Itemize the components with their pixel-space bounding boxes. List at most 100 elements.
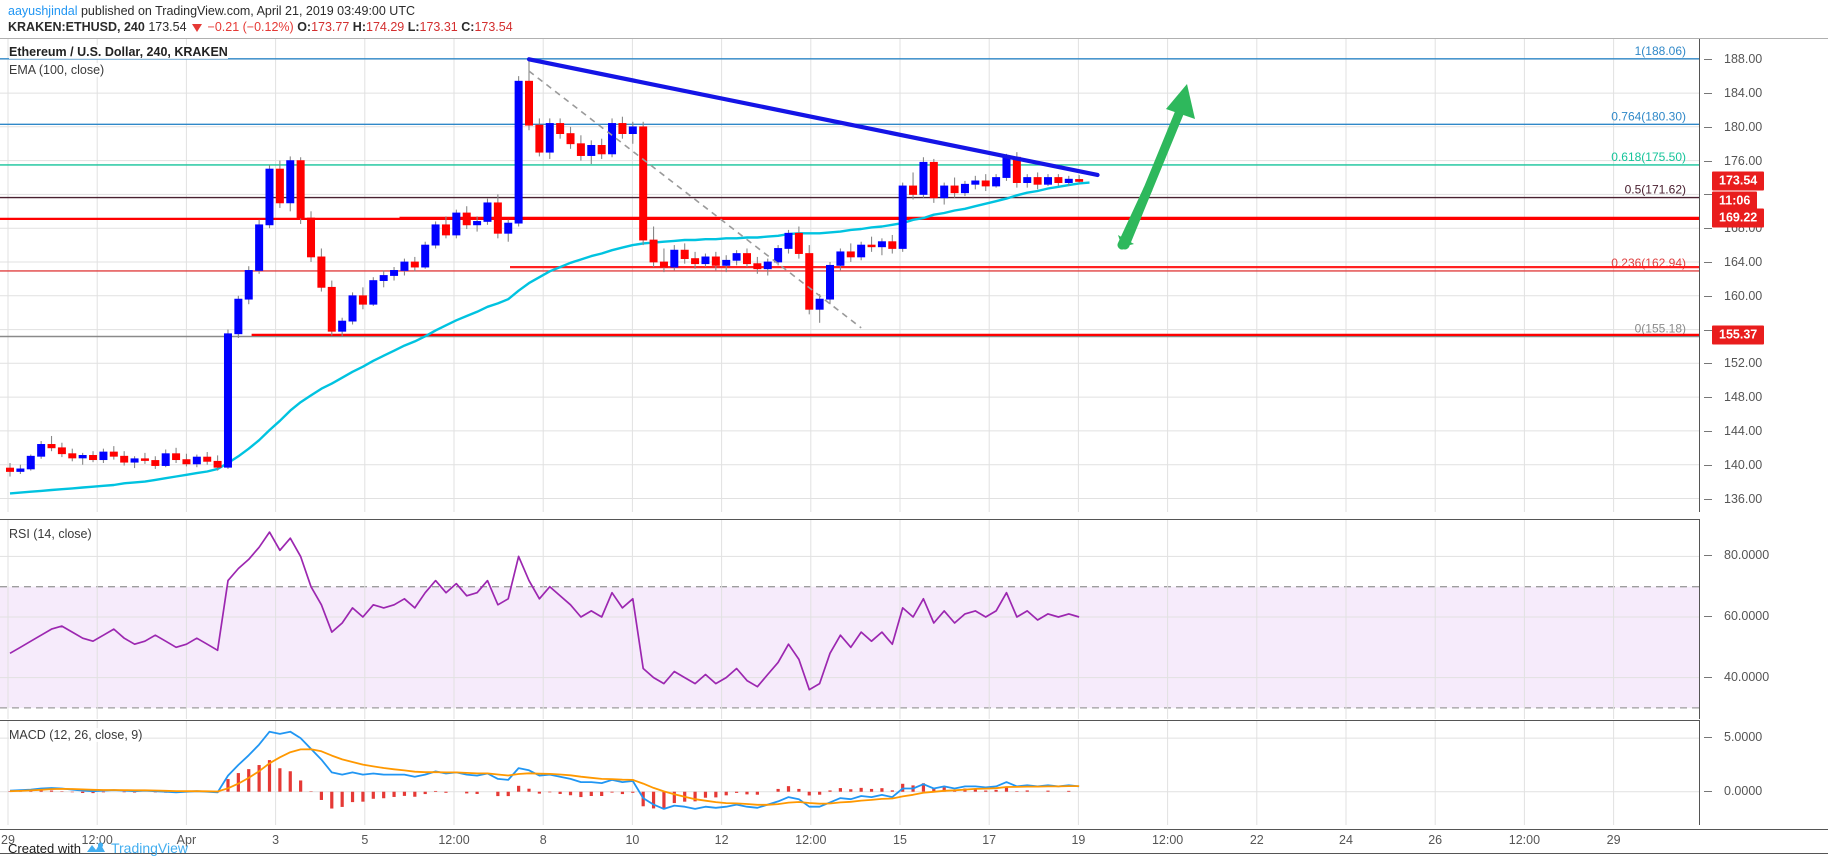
candlestick[interactable] [6, 467, 14, 472]
candlestick[interactable] [223, 333, 232, 468]
candlestick[interactable] [1002, 156, 1011, 178]
candlestick[interactable] [99, 451, 108, 461]
candlestick[interactable] [711, 256, 720, 266]
candlestick[interactable] [628, 126, 637, 134]
price-pane[interactable]: 1(188.06) 0.764(180.30) 0.618(175.50) 0.5(1… [0, 39, 1700, 512]
candlestick[interactable] [338, 320, 347, 332]
candlestick[interactable] [473, 221, 482, 226]
candlestick[interactable] [1075, 179, 1084, 182]
candlestick[interactable] [203, 456, 212, 462]
candlestick[interactable] [504, 222, 513, 234]
candlestick[interactable] [182, 459, 191, 465]
last-price-tag[interactable]: 173.54 [1712, 171, 1765, 191]
rsi-axis[interactable]: 80.0000 60.0000 40.0000 [1700, 519, 1828, 719]
macd-axis[interactable]: 5.0000 0.0000 [1700, 720, 1828, 825]
candlestick[interactable] [68, 453, 77, 459]
candlestick[interactable] [608, 123, 617, 155]
candlestick[interactable] [369, 280, 378, 305]
candlestick[interactable] [410, 261, 419, 268]
countdown-tag[interactable]: 11:06 [1712, 191, 1758, 211]
candlestick[interactable] [659, 261, 668, 268]
candlestick[interactable] [836, 251, 845, 266]
candlestick[interactable] [877, 241, 886, 248]
candlestick[interactable] [929, 161, 938, 199]
candlestick[interactable] [909, 185, 918, 195]
candlestick[interactable] [483, 202, 492, 222]
candlestick[interactable] [867, 244, 876, 248]
candlestick[interactable] [742, 253, 751, 265]
candlestick[interactable] [493, 202, 502, 234]
candlestick[interactable] [213, 460, 222, 468]
candlestick[interactable] [535, 124, 544, 153]
symbol-label[interactable]: KRAKEN:ETHUSD, 240 [8, 20, 145, 34]
candlestick[interactable] [78, 455, 87, 459]
candlestick[interactable] [587, 145, 596, 156]
candlestick[interactable] [462, 212, 471, 226]
candlestick[interactable] [815, 298, 824, 310]
candlestick[interactable] [16, 468, 25, 472]
candlestick[interactable] [774, 248, 783, 263]
tradingview-wordmark[interactable]: TradingView [110, 840, 189, 856]
candlestick[interactable] [57, 447, 66, 455]
candlestick[interactable] [805, 253, 814, 310]
candlestick[interactable] [172, 453, 181, 461]
candlestick[interactable] [670, 249, 679, 268]
candlestick[interactable] [898, 185, 907, 249]
price-axis[interactable]: 188.00 184.00 180.00 176.00 168.00 164.00 160.… [1700, 39, 1828, 512]
candlestick[interactable] [192, 456, 201, 465]
arrow-up-head[interactable] [1166, 84, 1195, 119]
low-price-tag[interactable]: 155.37 [1712, 325, 1765, 345]
candlestick[interactable] [566, 133, 575, 145]
candlestick[interactable] [421, 244, 430, 268]
candlestick[interactable] [441, 224, 450, 236]
candlestick[interactable] [639, 126, 648, 241]
candlestick[interactable] [234, 298, 243, 335]
candlestick[interactable] [275, 168, 284, 204]
candlestick[interactable] [940, 185, 949, 199]
candlestick[interactable] [307, 217, 316, 258]
candlestick[interactable] [525, 80, 534, 126]
candlestick[interactable] [109, 451, 118, 457]
candlestick[interactable] [379, 275, 388, 281]
candlestick[interactable] [618, 123, 627, 134]
candlestick[interactable] [1054, 177, 1063, 183]
candlestick[interactable] [47, 444, 56, 449]
candlestick[interactable] [286, 160, 295, 204]
candlestick[interactable] [327, 286, 336, 332]
rsi-pane[interactable] [0, 519, 1700, 719]
candlestick[interactable] [296, 160, 305, 219]
candlestick[interactable] [452, 212, 461, 236]
candlestick[interactable] [317, 256, 326, 288]
candlestick[interactable] [826, 264, 835, 300]
candlestick[interactable] [514, 80, 523, 224]
candlestick[interactable] [701, 256, 710, 265]
candlestick[interactable] [89, 455, 98, 461]
candlestick[interactable] [597, 145, 606, 155]
macd-pane[interactable] [0, 720, 1700, 825]
time-axis[interactable]: 29 12:00 Apr 3 5 12:00 8 10 12 12:00 15 17 19 12:00 22… [0, 830, 1828, 854]
candlestick[interactable] [390, 270, 399, 276]
candlestick[interactable] [680, 249, 689, 260]
descending-trendline[interactable] [526, 57, 1100, 178]
candlestick[interactable] [1064, 178, 1073, 183]
candlestick[interactable] [919, 161, 928, 195]
candlestick[interactable] [1033, 177, 1042, 185]
candlestick[interactable] [732, 253, 741, 261]
candlestick[interactable] [37, 444, 46, 457]
candlestick[interactable] [151, 460, 160, 466]
candlestick[interactable] [784, 232, 793, 249]
candlestick[interactable] [992, 177, 1001, 187]
support-price-tag[interactable]: 169.22 [1712, 208, 1765, 228]
candlestick[interactable] [888, 241, 897, 249]
author-link[interactable]: aayushjindal [8, 4, 78, 18]
candlestick[interactable] [120, 455, 129, 463]
candlestick[interactable] [265, 168, 274, 226]
candlestick[interactable] [140, 458, 149, 461]
dashed-trendline[interactable] [528, 70, 862, 329]
candlestick[interactable] [400, 261, 409, 271]
candlestick[interactable] [431, 224, 440, 246]
candlestick[interactable] [649, 239, 658, 263]
candlestick[interactable] [753, 263, 762, 270]
candlestick[interactable] [130, 458, 139, 463]
candlestick[interactable] [950, 185, 959, 194]
